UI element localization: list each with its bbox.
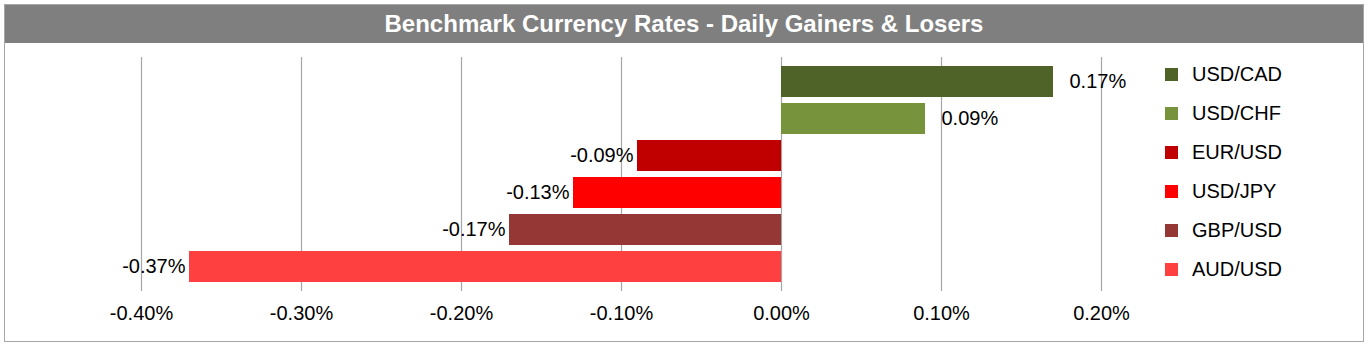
- html-text:USD/CAD: USD/CAD: [1192, 63, 1282, 85]
- html-text:USD/JPY: USD/JPY: [1192, 180, 1277, 202]
- svg-text:-0.10%: -0.10%: [590, 302, 654, 324]
- svg-text:-0.37%: -0.37%: [122, 255, 186, 277]
- svg-text:-0.20%: -0.20%: [430, 302, 494, 324]
- html-text:Benchmark Currency Rates - Dai: Benchmark Currency Rates - Daily Gainers…: [384, 10, 984, 37]
- svg-text:0.20%: 0.20%: [1073, 302, 1130, 324]
- svg-text:0.09%: 0.09%: [942, 107, 999, 129]
- html-text:USD/CHF: USD/CHF: [1192, 102, 1281, 124]
- svg-text:-0.30%: -0.30%: [270, 302, 334, 324]
- svg-text:0.17%: 0.17%: [1070, 70, 1127, 92]
- html-text:EUR/USD: EUR/USD: [1192, 141, 1282, 163]
- svg-text:-0.09%: -0.09%: [570, 144, 634, 166]
- html-text:AUD/USD: AUD/USD: [1192, 258, 1282, 280]
- svg-text:-0.40%: -0.40%: [110, 302, 174, 324]
- svg-text:-0.17%: -0.17%: [442, 218, 506, 240]
- html-text:GBP/USD: GBP/USD: [1192, 219, 1282, 241]
- svg-text:0.10%: 0.10%: [913, 302, 970, 324]
- svg-text:-0.13%: -0.13%: [506, 181, 570, 203]
- svg-text:0.00%: 0.00%: [753, 302, 810, 324]
